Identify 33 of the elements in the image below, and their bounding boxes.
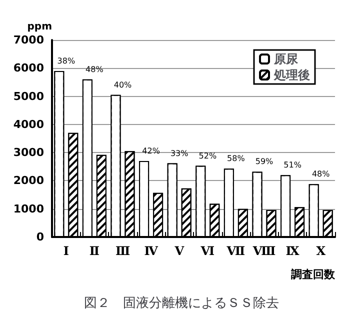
- legend-label: 原尿: [273, 52, 299, 66]
- x-tick-label: Ⅸ: [286, 244, 300, 258]
- y-tick-label: 4000: [13, 118, 44, 131]
- annotation: 40%: [114, 80, 132, 90]
- annotation: 51%: [284, 160, 302, 170]
- legend-label: 処理後: [273, 68, 310, 82]
- x-axis-title: 調査回数: [291, 268, 336, 281]
- y-tick-label: 1000: [13, 202, 44, 216]
- x-tick-label: Ⅶ: [226, 244, 246, 258]
- y-tick-label: 6000: [13, 62, 44, 75]
- x-tick-label: Ⅴ: [174, 244, 185, 258]
- y-tick-label: 5000: [13, 90, 44, 103]
- annotation: 38%: [57, 56, 76, 66]
- annotation: 52%: [198, 151, 217, 160]
- x-tick-label: Ⅱ: [89, 244, 100, 258]
- x-tick-label: Ⅵ: [200, 244, 215, 258]
- text: 図２ 固液分離機によるＳＳ除去: [84, 296, 279, 311]
- y-tick-label: 0: [36, 230, 44, 244]
- x-tick-label: Ⅷ: [252, 244, 276, 258]
- x-tick-label: Ⅹ: [316, 244, 326, 258]
- y-axis-title: ppm: [27, 22, 52, 32]
- y-tick-label: 2000: [13, 174, 44, 188]
- y-tick-label: 7000: [13, 34, 44, 46]
- x-tick-label: Ⅳ: [144, 244, 158, 258]
- annotation: 48%: [312, 170, 330, 179]
- x-tick-label: Ⅲ: [115, 244, 130, 258]
- annotation: 59%: [255, 157, 274, 166]
- x-tick-label: Ⅰ: [63, 244, 70, 258]
- annotation: 48%: [86, 64, 104, 74]
- annotation: 33%: [170, 148, 189, 158]
- y-tick-label: 3000: [13, 146, 44, 160]
- annotation: 42%: [142, 146, 160, 156]
- annotation: 58%: [227, 154, 246, 164]
